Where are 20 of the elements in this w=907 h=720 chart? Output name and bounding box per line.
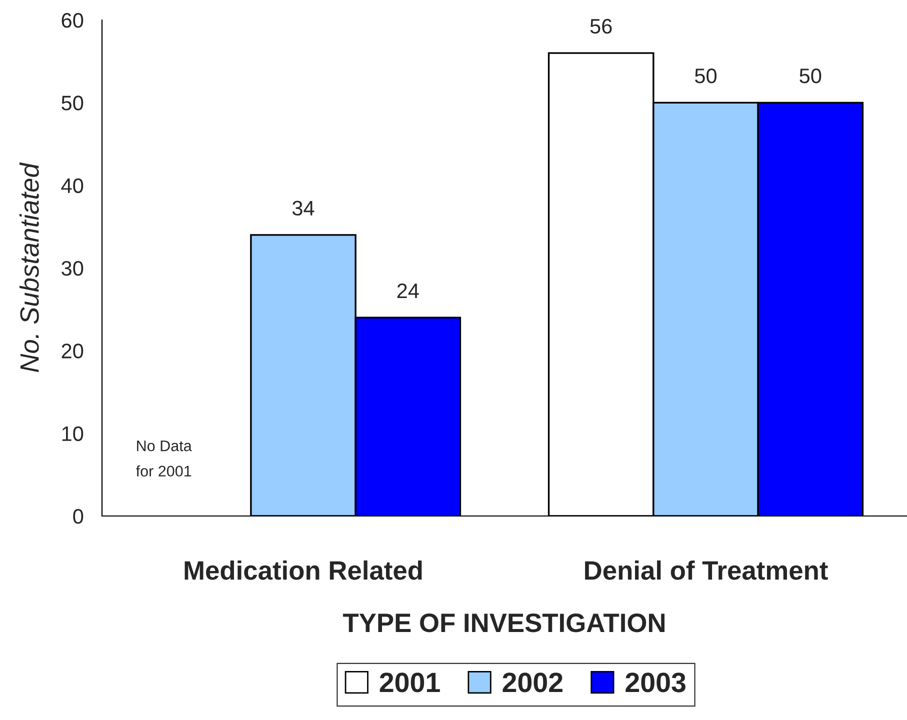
- legend-label: 2001: [380, 672, 440, 692]
- x-axis-title: TYPE OF INVESTIGATION: [343, 614, 664, 632]
- y-tick-label: 10: [62, 426, 84, 442]
- y-axis-title: No. Substantiated: [20, 162, 39, 372]
- y-tick-label: 40: [61, 178, 84, 194]
- y-tick-label: 20: [62, 344, 84, 358]
- data-label: 24: [397, 283, 419, 298]
- annotation: No Data for 2001: [136, 440, 192, 477]
- x-tick-label: Medication Related: [184, 560, 422, 580]
- data-label: 50: [695, 68, 717, 84]
- y-tick-label: 60: [62, 13, 84, 28]
- data-label: 34: [292, 200, 314, 216]
- legend-label: 2003: [626, 672, 686, 692]
- data-label: 50: [800, 68, 822, 84]
- y-tick-label: 0: [73, 509, 84, 524]
- y-tick-label: 50: [62, 96, 84, 110]
- x-tick-label: Denial of Treatment: [585, 560, 828, 580]
- legend-label: 2002: [502, 672, 562, 692]
- data-label: 56: [590, 18, 612, 34]
- y-tick-label: 30: [62, 261, 84, 276]
